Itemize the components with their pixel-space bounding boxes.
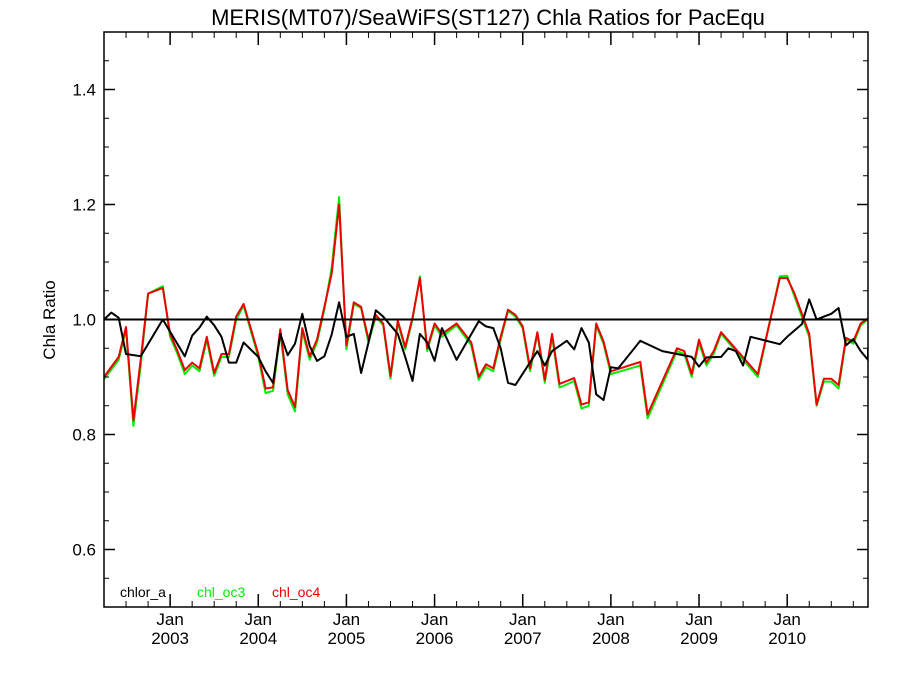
y-tick-label: 1.4 — [72, 81, 96, 100]
x-tick-label-year: 2005 — [328, 629, 366, 648]
plot-area: 0.60.81.01.21.4Jan2003Jan2004Jan2005Jan2… — [72, 31, 869, 648]
x-tick-label-month: Jan — [685, 610, 712, 629]
legend-entry-chlor-a: chlor_a — [120, 584, 166, 600]
y-tick-label: 0.8 — [72, 426, 96, 445]
x-tick-label-year: 2010 — [768, 629, 806, 648]
x-tick-label-year: 2003 — [151, 629, 189, 648]
x-tick-label-month: Jan — [597, 610, 624, 629]
x-tick-label-month: Jan — [333, 610, 360, 629]
series-line-chlor-a — [104, 298, 868, 401]
x-tick-label-year: 2004 — [239, 629, 277, 648]
x-tick-label-month: Jan — [509, 610, 536, 629]
x-tick-label-month: Jan — [245, 610, 272, 629]
y-axis-label: Chla Ratio — [40, 280, 59, 359]
x-tick-label-month: Jan — [421, 610, 448, 629]
legend: chlor_a chl_oc3 chl_oc4 — [120, 584, 320, 600]
x-tick-label-year: 2009 — [680, 629, 718, 648]
legend-entry-chl-oc4: chl_oc4 — [272, 584, 320, 600]
x-tick-label-month: Jan — [773, 610, 800, 629]
legend-entry-chl-oc3: chl_oc3 — [197, 584, 245, 600]
y-tick-label: 1.0 — [72, 311, 96, 330]
y-tick-label: 1.2 — [72, 196, 96, 215]
chart-title: MERIS(MT07)/SeaWiFS(ST127) Chla Ratios f… — [211, 5, 765, 30]
series-line-chl-oc3 — [104, 196, 868, 427]
x-tick-label-year: 2008 — [592, 629, 630, 648]
y-tick-label: 0.6 — [72, 541, 96, 560]
x-tick-label-year: 2007 — [504, 629, 542, 648]
series-line-chl-oc4 — [104, 203, 868, 422]
x-tick-label-month: Jan — [156, 610, 183, 629]
x-tick-label-year: 2006 — [416, 629, 454, 648]
